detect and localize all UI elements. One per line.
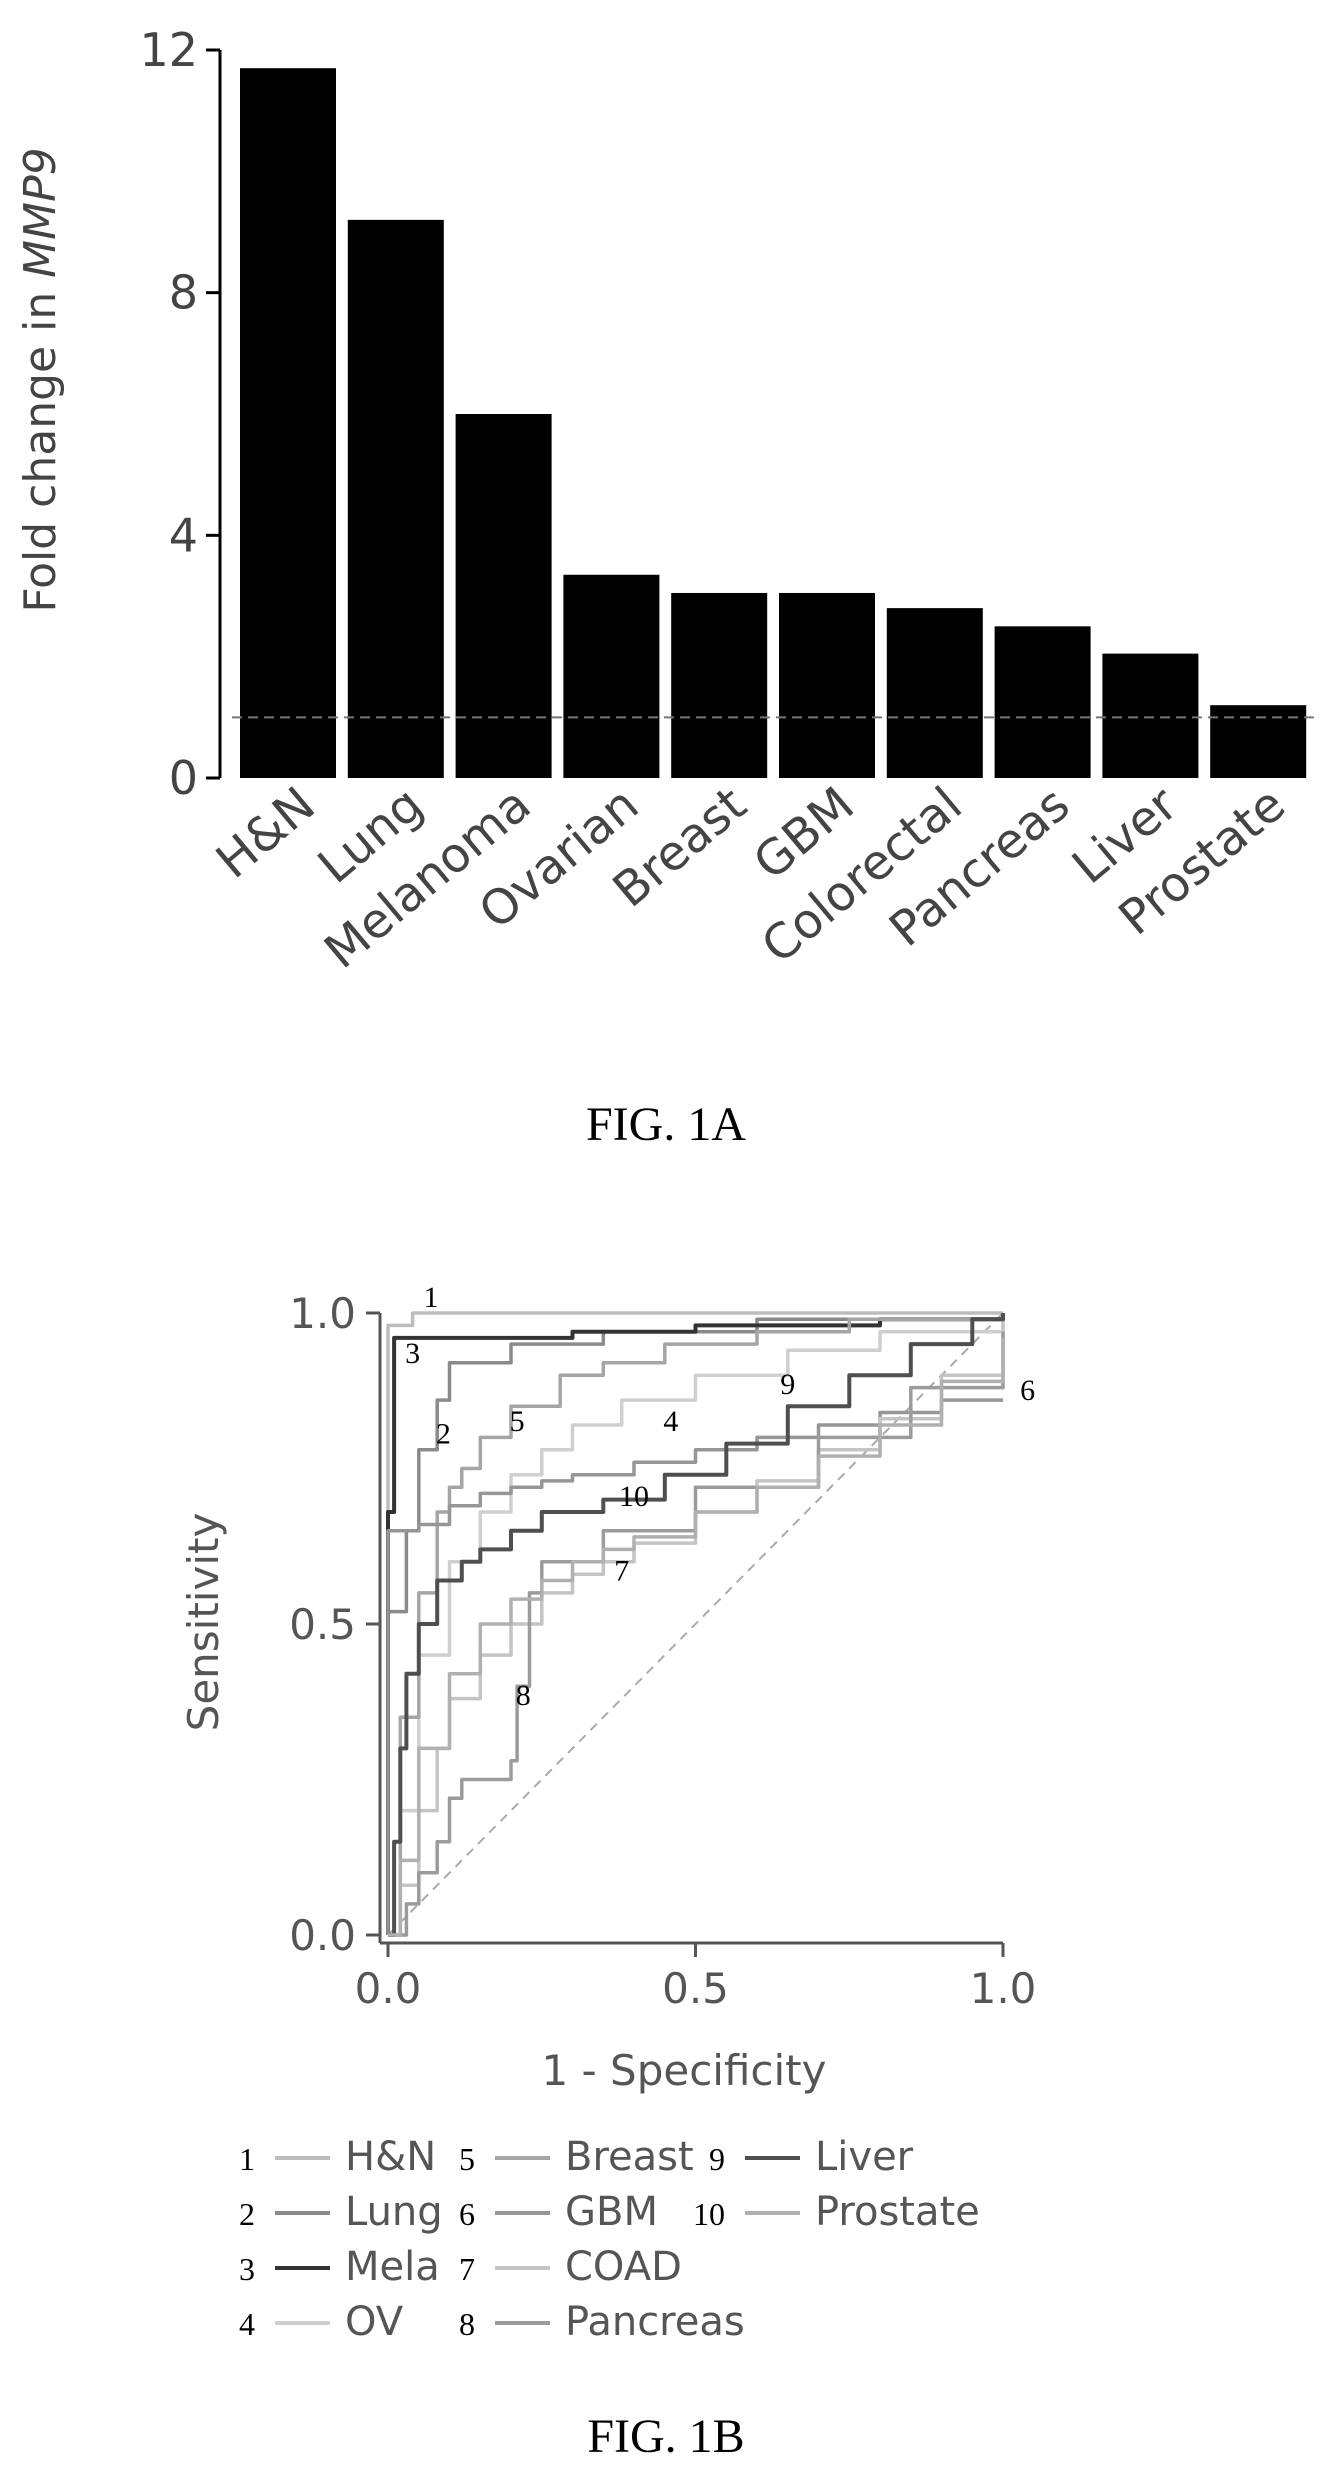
roc-curve-breast [388,1313,1005,1937]
x-axis-category-labels: H&NLungMelanomaOvarianBreastGBMColorecta… [206,776,1296,980]
bar-9 [1210,705,1307,778]
legend-label: Mela [345,2244,440,2290]
y-tick-label-2: 1.0 [289,1289,356,1338]
y-tick-label-0: 0.0 [289,1911,356,1960]
y-tick-label-0: 0 [169,751,198,805]
curve-label-4: 4 [663,1405,678,1438]
curve-label-8: 8 [516,1679,531,1712]
legend-number: 7 [459,2251,475,2287]
legend-number: 8 [459,2306,475,2342]
curve-number-labels: 13 2 5 4 9 6 10 7 8 [405,1281,1035,1712]
bar-3 [563,574,660,778]
curve-label-6: 6 [1020,1374,1035,1407]
x-axis-label: 1 - Specificity [541,2046,826,2095]
legend-number: 2 [239,2196,255,2232]
chance-diagonal-line [387,1312,1004,1936]
legend-number: 5 [459,2141,475,2177]
legend-label: Liver [815,2134,914,2180]
legend-number: 9 [709,2141,725,2177]
y-axis-label-gene: MMP9 [15,147,66,277]
bar-8 [1102,653,1199,778]
bar-2 [455,414,552,778]
figure-caption-1b: FIG. 1B [587,2410,744,2463]
x-tick-label-0: 0.0 [355,1964,422,2013]
legend-item-lung: 2 Lung [239,2189,443,2235]
legend-item-liver: 9 Liver [709,2134,914,2180]
axis-ticks: 0.0 0.5 1.0 0.0 0.5 1.0 [289,1289,1036,2013]
x-tick-label-2: 1.0 [970,1964,1037,2013]
legend-label: Breast [565,2134,694,2180]
legend-number: 6 [459,2196,475,2232]
legend-number: 1 [239,2141,255,2177]
axes [378,1313,1003,1945]
legend-label: COAD [565,2244,682,2290]
legend-item-gbm: 6 GBM [459,2189,658,2235]
y-tick-label-3: 12 [139,23,198,77]
legend: 1 H&N 2 Lung 3 Mela 4 OV 5 Breast 6 GBM 7 COAD 8 Pancre… [239,2134,980,2345]
legend-item-hn: 1 H&N [239,2134,436,2180]
curve-label-10: 10 [619,1480,649,1513]
curve-label-2: 2 [436,1418,451,1451]
y-axis-ticks: 0 4 8 12 [139,23,220,805]
y-tick-label-1: 0.5 [289,1600,356,1649]
roc-curve-hn [386,1311,1003,1935]
legend-number: 3 [239,2251,255,2287]
curve-label-7: 7 [614,1554,629,1587]
legend-label: Lung [345,2189,443,2235]
legend-item-mela: 3 Mela [239,2244,440,2290]
bar-7 [994,626,1091,778]
y-tick-label-1: 4 [169,508,198,562]
bar-chart-1a: 0 4 8 12 H&NLungMelanomaOvarianBreastGBMCol… [15,23,1315,980]
legend-label: Pancreas [565,2299,745,2345]
legend-item-ov: 4 OV [239,2299,404,2345]
y-axis-label: Sensitivity [179,1513,228,1732]
curve-label-3: 3 [405,1337,420,1370]
y-tick-label-2: 8 [169,266,198,320]
x-tick-label-1: 0.5 [662,1964,729,2013]
bar-1 [347,219,444,778]
legend-item-pancreas: 8 Pancreas [459,2299,745,2345]
curve-label-1: 1 [424,1281,439,1314]
legend-label: Prostate [815,2189,980,2235]
bar-5 [779,592,875,778]
y-axis-label: Fold change in MMP9 [15,147,66,612]
legend-label: H&N [345,2134,436,2180]
legend-number: 4 [239,2306,255,2342]
bar-6 [886,608,983,778]
bar-0 [240,68,336,778]
legend-item-prostate: 10 Prostate [693,2189,980,2235]
curve-label-5: 5 [510,1405,525,1438]
roc-curve-group [386,1311,1005,1937]
legend-item-coad: 7 COAD [459,2244,682,2290]
y-axis-label-text: Fold change in [15,278,66,613]
roc-curve-lung [386,1313,1005,1935]
roc-curve-prostate [388,1337,1005,1937]
legend-label: OV [345,2299,404,2345]
legend-label: GBM [565,2189,658,2235]
legend-number: 10 [693,2196,725,2232]
figure-caption-1a: FIG. 1A [586,1098,746,1151]
bar-group [240,68,1307,778]
legend-item-breast: 5 Breast [459,2134,694,2180]
roc-curve-liver [388,1313,1005,1937]
x-tick-label-0: H&N [206,776,326,889]
curve-label-9: 9 [780,1368,795,1401]
bar-4 [671,592,768,778]
